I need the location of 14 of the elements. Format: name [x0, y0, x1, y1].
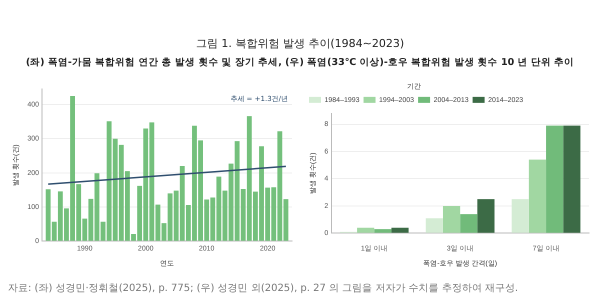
bar [357, 228, 374, 233]
bar [374, 229, 392, 233]
bar [528, 160, 546, 233]
bar [460, 214, 478, 233]
bar [512, 199, 529, 233]
bar [391, 228, 409, 233]
text: 자료: (좌) 성경민·정휘철(2025), p. 775; (우) 성경민 외(2025), p. 27 의 그림을 저자가 수치를 추정하여 재구성. [8, 282, 518, 295]
bar [442, 206, 460, 233]
chart-title: 그림 1. 복합위험 발생 추이(1984~2023) [194, 36, 406, 51]
bar [546, 126, 564, 233]
bar [563, 126, 580, 233]
bar [426, 218, 443, 233]
bar [477, 199, 495, 233]
chart-subtitle: (좌) 폭염-가뭄 복합위험 연간 총 발생 횟수 및 장기 추세, (우) 폭염(33℃ 이상)-호우 복합위험 발생 횟수 10 년 단위 추이 [24, 56, 576, 69]
